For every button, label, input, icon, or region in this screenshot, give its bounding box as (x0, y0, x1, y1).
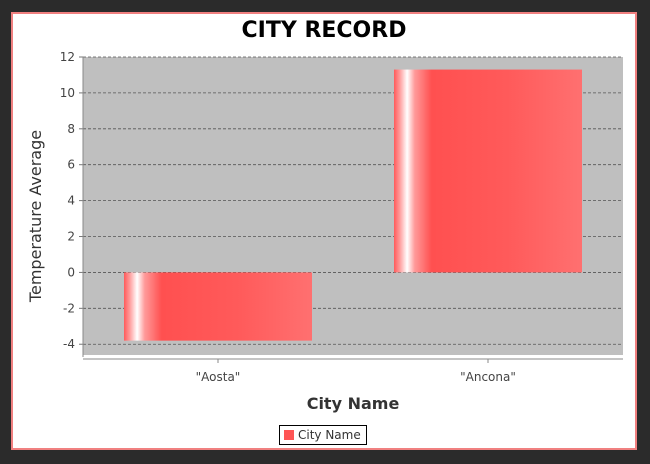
x-tick-label: "Aosta" (196, 370, 241, 384)
chart-title: CITY RECORD (241, 18, 407, 43)
y-tick-label: 8 (67, 122, 75, 136)
y-tick-label: 0 (67, 265, 75, 279)
y-tick-label: 6 (67, 158, 75, 172)
legend-label: City Name (298, 428, 361, 442)
y-axis-label: Temperature Average (26, 130, 45, 303)
y-tick-label: 12 (60, 50, 75, 64)
y-tick-label: -2 (63, 301, 75, 315)
legend-swatch (284, 430, 294, 440)
x-tick-label: "Ancona" (460, 370, 516, 384)
chart-canvas: 12 10 8 6 4 2 0 -2 -4 "Aosta" "Ancona" Temperature… (26, 50, 623, 413)
x-axis-label: City Name (307, 394, 400, 413)
legend: City Name (279, 425, 367, 445)
y-tick-label: 2 (67, 230, 75, 244)
bar-1 (394, 69, 582, 273)
y-tick-label: -4 (63, 337, 75, 351)
y-tick-label: 4 (67, 194, 75, 208)
bar-0 (124, 272, 312, 341)
chart-frame: CITY RECORD 12 10 8 6 4 2 0 -2 -4 "Aosta" "Ancona"… (11, 12, 637, 450)
y-tick-label: 10 (60, 86, 75, 100)
